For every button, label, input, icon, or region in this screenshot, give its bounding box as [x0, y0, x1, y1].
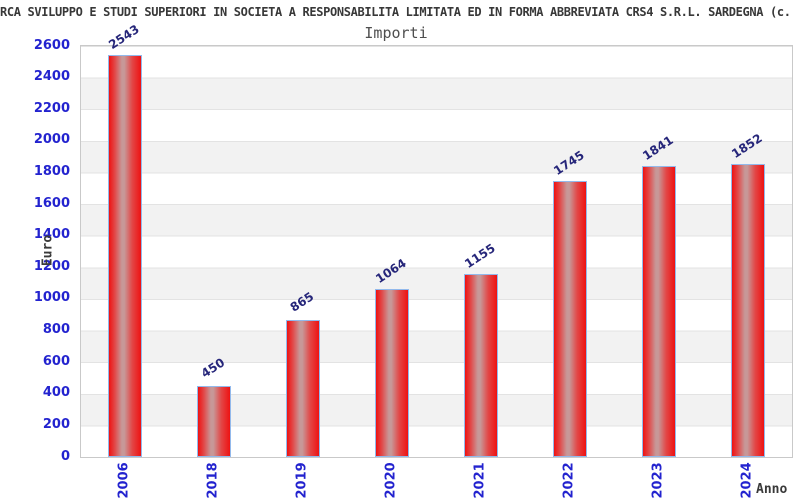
chart-subtitle: Importi [364, 24, 428, 42]
chart-title: RCA SVILUPPO E STUDI SUPERIORI IN SOCIET… [0, 5, 791, 19]
y-tick-label: 1800 [33, 163, 70, 179]
x-tick-label: 2018 [205, 462, 221, 499]
y-tick-label: 400 [42, 385, 70, 401]
bar-2020 [375, 288, 410, 457]
y-tick-label: 2000 [33, 132, 70, 148]
y-tick-label: 800 [42, 322, 70, 338]
x-tick-label: 2019 [294, 462, 310, 499]
bar-2021 [463, 274, 498, 457]
bar-2023 [641, 165, 676, 457]
bar-2024 [730, 164, 765, 457]
bar-2006 [108, 55, 143, 457]
plot-area [80, 45, 793, 458]
x-tick-label: 2023 [650, 462, 666, 499]
bar-2019 [286, 320, 321, 457]
y-tick-label: 600 [42, 353, 70, 369]
y-tick-label: 1400 [33, 227, 70, 243]
bar-2022 [552, 181, 587, 457]
y-tick-label: 1600 [33, 195, 70, 211]
y-tick-label: 2600 [33, 37, 70, 53]
x-axis-title: Anno [756, 482, 788, 497]
x-tick-label: 2020 [383, 462, 399, 499]
x-tick-label: 2006 [116, 462, 132, 499]
x-tick-label: 2021 [472, 462, 488, 499]
y-tick-label: 1000 [33, 290, 70, 306]
y-tick-label: 1200 [33, 258, 70, 274]
y-tick-label: 0 [60, 448, 70, 464]
y-axis-title: Euro [40, 234, 56, 267]
y-tick-label: 2200 [33, 100, 70, 116]
bar-2018 [197, 385, 232, 457]
x-tick-label: 2022 [561, 462, 577, 499]
y-tick-label: 2400 [33, 69, 70, 85]
y-tick-label: 200 [42, 416, 70, 432]
x-tick-label: 2024 [739, 462, 755, 499]
